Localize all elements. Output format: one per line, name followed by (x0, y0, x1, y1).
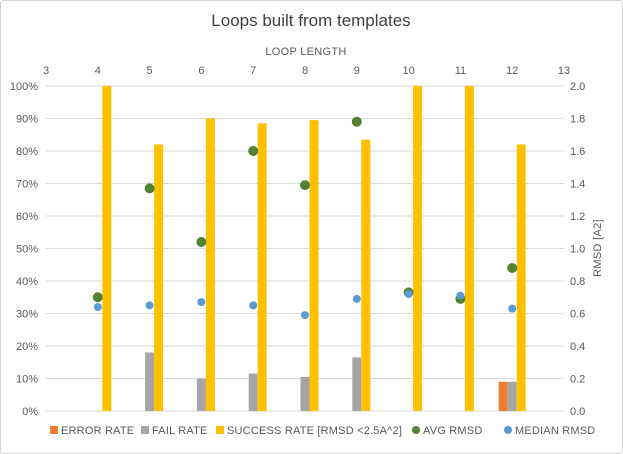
scatter-point (301, 311, 309, 320)
bar (257, 123, 267, 411)
y-left-tick-label: 80% (16, 146, 38, 158)
y-left-tick-label: 90% (16, 114, 38, 126)
legend: ERROR RATE FAIL RATE SUCCESS RATE [RMSD <2… (50, 425, 595, 437)
scatter-point (93, 303, 102, 311)
bar (154, 144, 164, 411)
y-right-tick-label: 1.6 (570, 146, 585, 158)
bar (102, 86, 112, 411)
x-tick-label: 9 (354, 65, 360, 77)
scatter-point (248, 146, 259, 156)
legend-swatch (50, 426, 58, 434)
scatter-point (197, 298, 206, 307)
scatter-point (300, 180, 310, 191)
y-right-tick-label: 0.6 (570, 309, 585, 321)
chart-title: Loops built from templates (211, 11, 410, 30)
legend-swatch (141, 426, 149, 434)
legend-label: ERROR RATE (61, 425, 134, 437)
y-right-tick-label: 0.8 (570, 276, 585, 288)
bar (145, 352, 155, 411)
y-right-tick-label: 2.0 (570, 81, 585, 93)
scatter-point (196, 237, 207, 247)
x-tick-label: 8 (302, 65, 308, 77)
x-tick-label: 13 (558, 65, 570, 77)
scatter-point (351, 116, 362, 127)
y-left-tick-label: 30% (16, 309, 38, 321)
scatter-point (249, 301, 258, 310)
scatter-series (92, 116, 518, 320)
x-tick-label: 11 (455, 65, 466, 77)
scatter-point (508, 304, 517, 313)
right-axis-title: RMSD [A2] (592, 219, 604, 277)
legend-label: AVG RMSD (423, 425, 482, 437)
scatter-point (144, 183, 155, 194)
y-left-tick-label: 50% (16, 244, 38, 256)
bar (361, 139, 371, 411)
bar (309, 120, 319, 411)
y-left-tick-label: 20% (16, 341, 38, 353)
x-tick-label: 12 (506, 65, 518, 77)
y-right-tick-label: 0.0 (570, 406, 585, 418)
y-right-tick-label: 1.8 (570, 114, 585, 126)
scatter-point (92, 292, 103, 303)
scatter-point (404, 290, 413, 298)
x-tick-label: 4 (95, 65, 101, 77)
y-right-tick-label: 0.4 (570, 341, 585, 353)
y-left-tick-label: 70% (16, 179, 38, 191)
y-right-tick-label: 1.2 (570, 211, 585, 223)
legend-swatch (216, 426, 224, 434)
bar (507, 381, 517, 411)
scatter-point (456, 291, 465, 300)
x-tick-label: 7 (250, 65, 256, 77)
x-tick-label: 10 (402, 65, 414, 77)
legend-swatch (412, 426, 420, 434)
y-right-tick-label: 0.2 (570, 374, 585, 386)
bar (352, 357, 362, 411)
x-axis-title: LOOP LENGTH (265, 46, 346, 58)
x-tick-label: 5 (147, 65, 153, 77)
bar (248, 373, 258, 411)
bar (464, 86, 474, 411)
legend-swatch (504, 426, 512, 434)
x-tick-label: 3 (43, 65, 49, 77)
bar (300, 376, 310, 411)
bar (413, 86, 423, 411)
x-tick-label: 6 (198, 65, 204, 77)
y-left-tick-label: 10% (16, 374, 38, 386)
bar (516, 144, 526, 411)
gridlines (46, 85, 564, 412)
scatter-point (507, 263, 518, 273)
bar-series (102, 86, 526, 411)
y-left-tick-label: 40% (16, 276, 38, 288)
scatter-point (352, 294, 361, 303)
y-left-tick-label: 60% (16, 211, 38, 223)
y-right-tick-label: 1.4 (570, 179, 585, 191)
y-right-tick-label: 1.0 (570, 244, 585, 256)
bar (498, 381, 508, 411)
y-left-tick-label: 100% (10, 81, 38, 93)
scatter-point (145, 301, 154, 310)
legend-label: SUCCESS RATE [RMSD <2.5A^2] (227, 425, 402, 437)
axis-ticks: 3 4 5 6 7 8 9 10 11 12 13 0% 10% 20% 30% 40% 50% 60% 70% 80… (10, 65, 585, 418)
bar (205, 118, 215, 411)
legend-label: FAIL RATE (152, 425, 208, 437)
y-left-tick-label: 0% (22, 406, 38, 418)
bar (196, 378, 206, 411)
legend-label: MEDIAN RMSD (515, 425, 595, 437)
